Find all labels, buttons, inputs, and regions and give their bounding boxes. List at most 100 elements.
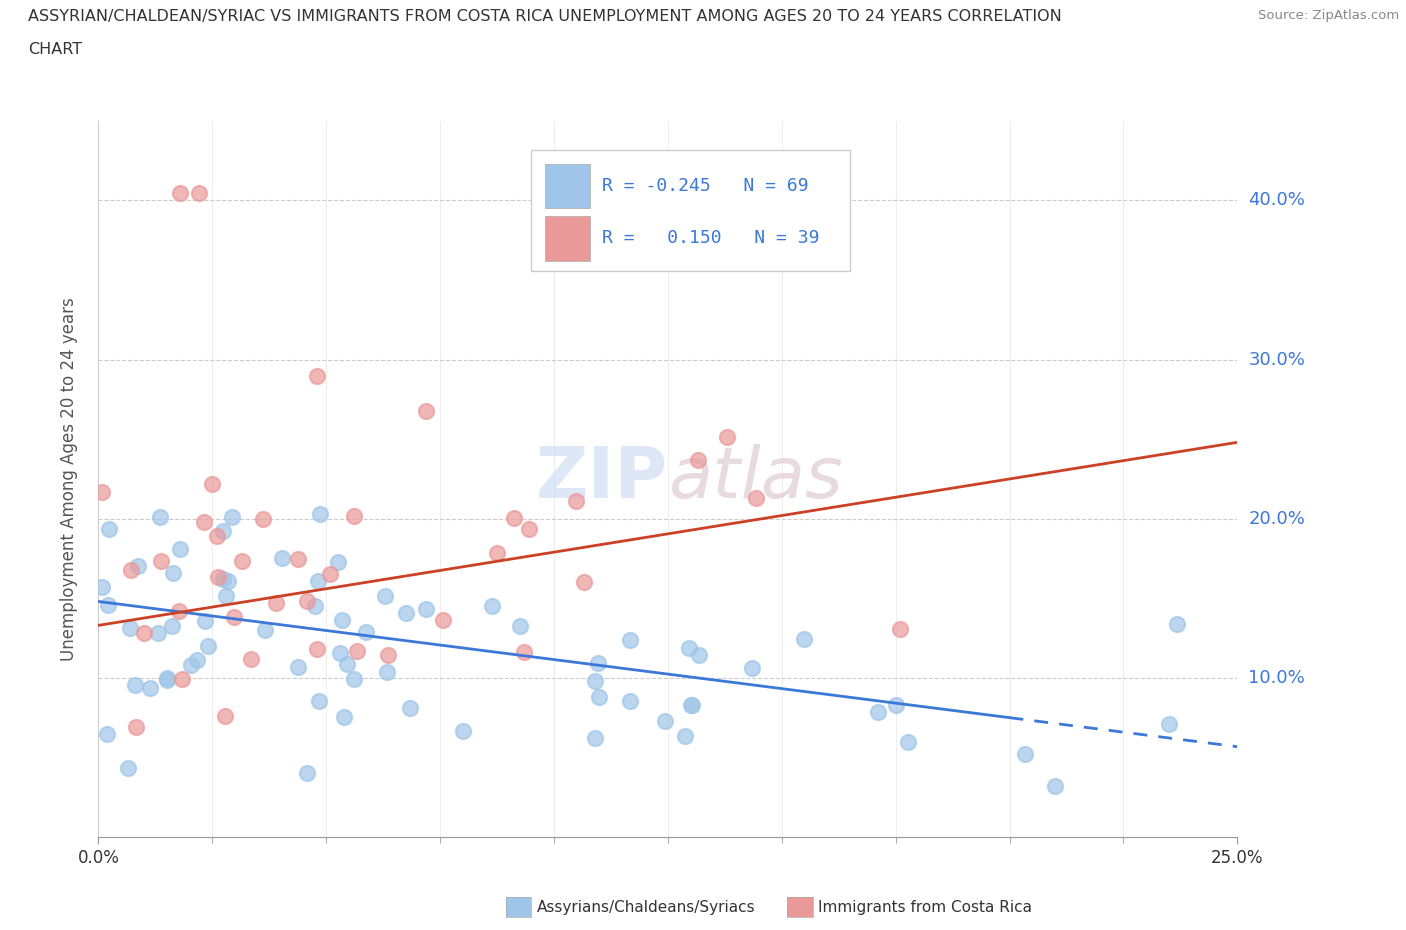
FancyBboxPatch shape [546,164,591,208]
Point [222,610,245,625]
Point [503,511,526,525]
Point [297,593,319,608]
Point [395,605,418,620]
Point [329,645,352,660]
Point [307,574,329,589]
Point [509,618,531,633]
Point [377,648,399,663]
Point [266,596,288,611]
Point [619,632,641,647]
Point [127,558,149,573]
Point [304,599,326,614]
Point [415,403,437,418]
Point [287,551,309,566]
Text: 20.0%: 20.0% [1249,510,1305,527]
Point [586,656,609,671]
Point [90,579,112,594]
Point [583,731,606,746]
Point [287,660,309,675]
Point [583,673,606,688]
Point [688,647,710,662]
Point [193,514,215,529]
Text: Immigrants from Costa Rica: Immigrants from Costa Rica [818,900,1032,915]
Text: 40.0%: 40.0% [1249,192,1305,209]
Point [686,453,709,468]
Point [169,541,191,556]
Point [139,681,162,696]
Point [343,509,366,524]
Point [148,626,170,641]
Point [170,671,193,686]
Point [1166,617,1188,631]
Point [96,726,118,741]
Point [884,698,907,712]
Point [211,523,233,538]
Point [169,185,191,200]
Point [295,765,318,780]
Point [354,624,377,639]
Point [868,704,890,719]
Text: atlas: atlas [668,445,842,513]
Point [453,724,475,738]
Point [149,510,172,525]
Point [214,709,236,724]
Point [207,569,229,584]
Point [588,689,610,704]
Point [343,671,366,686]
Point [328,555,350,570]
Point [308,694,330,709]
Text: R =   0.150   N = 39: R = 0.150 N = 39 [602,230,820,247]
Point [745,491,768,506]
Point [432,613,454,628]
Point [330,613,353,628]
Point [333,710,356,724]
Point [307,368,329,383]
Point [187,185,209,200]
Point [194,614,217,629]
Point [90,485,112,499]
Point [120,563,142,578]
Point [399,700,422,715]
Point [654,713,676,728]
Point [97,598,120,613]
Point [124,719,146,734]
Point [481,599,503,614]
Point [307,642,329,657]
Text: Source: ZipAtlas.com: Source: ZipAtlas.com [1258,9,1399,22]
Point [485,546,508,561]
Point [374,589,396,604]
Point [716,430,738,445]
Point [180,658,202,672]
FancyBboxPatch shape [531,150,851,272]
Point [565,494,588,509]
Point [231,553,253,568]
Point [117,761,139,776]
Point [679,698,702,712]
Point [167,604,190,618]
Text: 10.0%: 10.0% [1249,669,1305,687]
Point [741,660,763,675]
Point [517,521,540,536]
Point [132,626,155,641]
Point [336,657,359,671]
Point [197,639,219,654]
Point [160,618,183,633]
Text: 30.0%: 30.0% [1249,351,1305,368]
Point [673,728,696,743]
Point [162,565,184,580]
Point [254,622,277,637]
Point [97,521,120,536]
Point [572,574,595,589]
Point [124,677,146,692]
Point [346,644,368,658]
Point [156,672,179,687]
Point [156,671,179,686]
Point [792,631,814,646]
Point [150,553,173,568]
Point [215,589,238,604]
Point [186,653,208,668]
Point [217,574,239,589]
Point [619,694,641,709]
Point [309,506,332,521]
Point [1043,778,1066,793]
